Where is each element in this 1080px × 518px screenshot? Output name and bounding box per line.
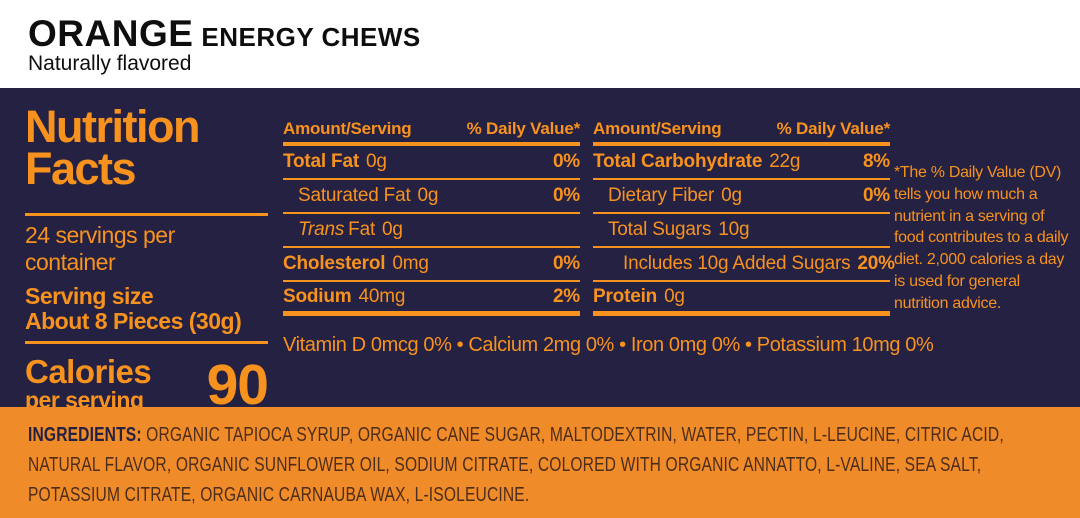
nutrition-facts-panel: Nutrition Facts 24 servings per containe… <box>0 88 1080 417</box>
product-title: ORANGE ENERGY CHEWS <box>28 13 421 55</box>
ingredients-label: INGREDIENTS: <box>28 424 142 446</box>
nutrition-column-fats: Amount/Serving % Daily Value* Total Fat … <box>283 119 581 316</box>
nutrition-row-added-sugars: Includes 10g Added Sugars 20% <box>593 248 895 282</box>
calories-label: Calories <box>25 353 152 391</box>
nutrition-row-total-carbohydrate: Total Carbohydrate 22g 8% <box>593 146 890 180</box>
servings-per-container: 24 servings per container <box>25 221 175 275</box>
amount-per-serving-header: Amount/Serving <box>283 119 412 138</box>
nutrition-column-carbs: Amount/Serving % Daily Value* Total Carb… <box>593 119 895 316</box>
ingredients-list: ORGANIC TAPIOCA SYRUP, ORGANIC CANE SUGA… <box>28 424 1004 506</box>
nutrition-row-total-sugars: Total Sugars 10g <box>593 214 890 248</box>
nutrition-row-total-fat: Total Fat 0g 0% <box>283 146 580 180</box>
amount-per-serving-header: Amount/Serving <box>593 119 722 138</box>
nutrition-row-sodium: Sodium 40mg 2% <box>283 282 580 316</box>
product-header: ORANGE ENERGY CHEWS Naturally flavored <box>0 0 1080 88</box>
flavor-subtitle: Naturally flavored <box>28 52 192 75</box>
column-header: Amount/Serving % Daily Value* <box>283 119 581 146</box>
divider <box>25 212 268 216</box>
ingredients-section: INGREDIENTS: ORGANIC TAPIOCA SYRUP, ORGA… <box>0 407 1080 518</box>
daily-value-header: % Daily Value* <box>776 119 891 138</box>
nutrition-row-cholesterol: Cholesterol 0mg 0% <box>283 248 580 282</box>
product-name: ENERGY CHEWS <box>201 22 421 52</box>
nutrition-facts-title-line1: Nutrition <box>25 101 200 152</box>
nutrition-row-dietary-fiber: Dietary Fiber 0g 0% <box>593 180 890 214</box>
serving-size-value: About 8 Pieces (30g) <box>25 307 242 334</box>
nutrition-facts-summary: Nutrition Facts 24 servings per containe… <box>25 101 269 418</box>
serving-size: Serving size About 8 Pieces (30g) <box>25 282 268 335</box>
serving-size-label: Serving size <box>25 282 154 309</box>
flavor-name: ORANGE <box>28 13 194 54</box>
column-header: Amount/Serving % Daily Value* <box>593 119 891 146</box>
divider <box>25 341 268 345</box>
calories-value: 90 <box>206 353 269 418</box>
nutrition-row-trans-fat: Trans Fat 0g <box>283 214 580 248</box>
nutrition-row-saturated-fat: Saturated Fat 0g 0% <box>283 180 580 214</box>
micronutrients-line: Vitamin D 0mcg 0% • Calcium 2mg 0% • Iro… <box>283 334 934 356</box>
calories-label-block: Calories per serving <box>25 353 152 414</box>
nutrition-facts-title: Nutrition Facts <box>25 101 268 194</box>
ingredients-text: INGREDIENTS: ORGANIC TAPIOCA SYRUP, ORGA… <box>28 420 1048 510</box>
daily-value-footnote: *The % Daily Value (DV) tells you how mu… <box>894 164 1069 312</box>
daily-value-header: % Daily Value* <box>466 119 581 138</box>
nutrition-row-protein: Protein 0g <box>593 282 890 316</box>
nutrition-facts-title-line2: Facts <box>25 142 137 194</box>
calories-row: Calories per serving 90 <box>25 352 269 418</box>
